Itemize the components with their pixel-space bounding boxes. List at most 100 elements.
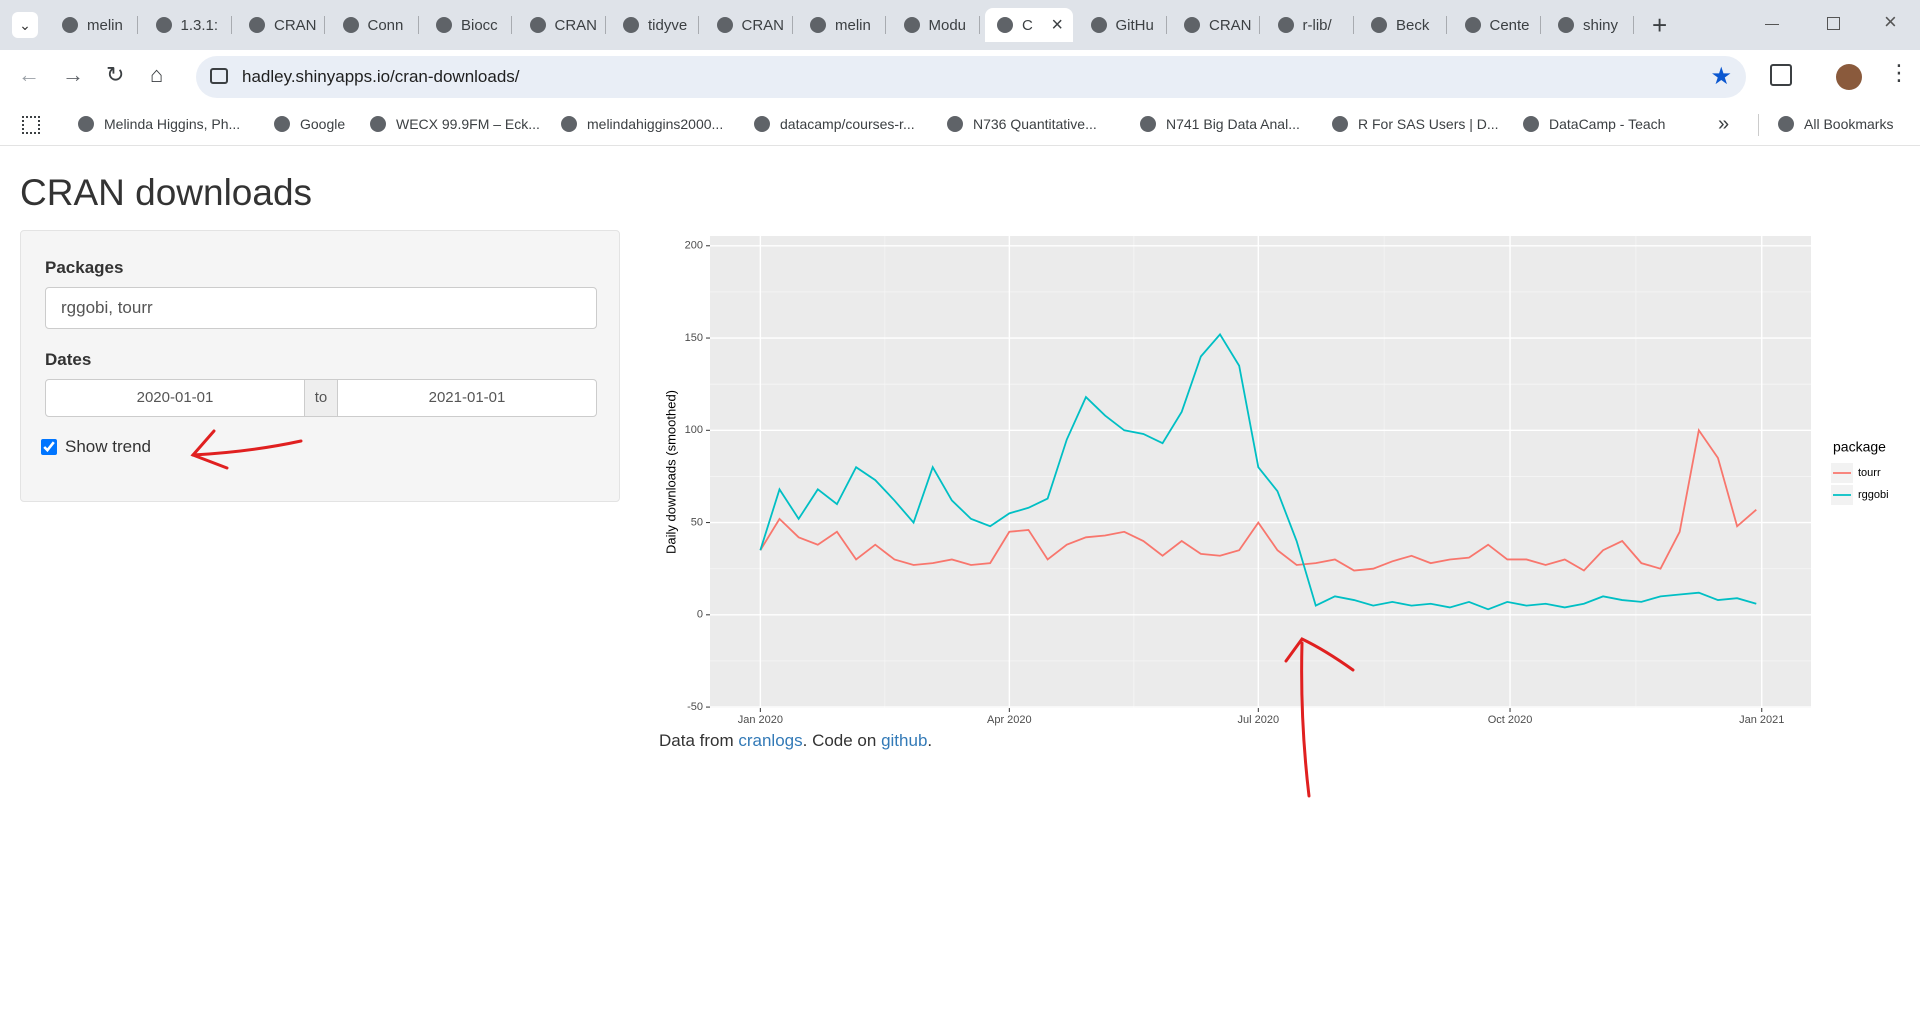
tab[interactable]: CRAN (518, 8, 606, 42)
home[interactable]: ⌂ (150, 62, 164, 87)
tab-separator (1539, 16, 1541, 34)
show-trend-checkbox[interactable] (41, 439, 57, 455)
tab[interactable]: melin (50, 8, 138, 42)
tab-title: melin (835, 16, 871, 34)
tab-title: Beck (1396, 16, 1430, 34)
favicon (716, 17, 733, 33)
bookmark[interactable]: WECX 99.9FM – Eck... (370, 116, 540, 132)
plot-panel (710, 236, 1811, 708)
favicon (997, 17, 1013, 33)
legend-label: rggobi (1858, 489, 1889, 501)
y-axis-title: Daily downloads (smoothed) (663, 390, 678, 554)
tab[interactable]: CRAN (705, 8, 793, 42)
footer-text: . Code on (802, 731, 882, 750)
favicon (1184, 17, 1200, 33)
bookmark[interactable]: Melinda Higgins, Ph... (78, 116, 240, 132)
date-start[interactable]: 2020-01-01 (45, 379, 305, 417)
legend-title: package (1833, 439, 1886, 455)
date-separator: to (304, 379, 338, 417)
tab[interactable]: Modu (892, 8, 980, 42)
tab-title: r-lib/ (1302, 16, 1332, 34)
apps[interactable] (22, 116, 40, 134)
y-tick-label: 0 (697, 609, 703, 621)
tab-title: Biocc (461, 16, 498, 34)
tab-title: CRAN (554, 16, 598, 34)
tab[interactable]: GitHu (1079, 8, 1167, 42)
tab[interactable]: r-lib/ (1266, 8, 1354, 42)
new-tab[interactable]: + (1652, 10, 1668, 40)
x-tick-label: Jan 2021 (1739, 714, 1784, 726)
back[interactable]: ← (18, 62, 40, 87)
cranlogs-link[interactable]: cranlogs (738, 731, 803, 750)
bookmark[interactable]: N741 Big Data Anal... (1140, 116, 1300, 132)
tab-separator (1446, 16, 1447, 34)
minimize[interactable] (1765, 24, 1779, 25)
bookmark[interactable]: melindahiggins2000... (561, 116, 723, 132)
site-info[interactable] (210, 68, 228, 84)
all-bookmarks[interactable]: All Bookmarks (1778, 116, 1893, 132)
bookmark[interactable]: Google (274, 116, 345, 132)
profile[interactable] (1836, 64, 1862, 90)
date-end[interactable]: 2021-01-01 (337, 379, 597, 417)
tab-title: Modu (928, 16, 967, 34)
url[interactable]: hadley.shinyapps.io/cran-downloads/ (242, 67, 520, 86)
bookmark[interactable]: datacamp/courses-r... (754, 116, 915, 132)
tab-separator (511, 16, 512, 34)
tab[interactable]: melin (798, 8, 886, 42)
extensions[interactable] (1770, 64, 1792, 86)
tab-strip: ⌄ melin 1.3.1: CRAN Conn Biocc CRAN tidyve CRAN… (0, 0, 1920, 50)
bookmark[interactable]: R For SAS Users | D... (1332, 116, 1499, 132)
github-link[interactable]: github (881, 731, 928, 750)
bookmark[interactable]: DataCamp - Teach (1523, 116, 1665, 132)
reload[interactable]: ↻ (106, 62, 125, 87)
y-tick-label: 100 (685, 424, 703, 436)
more-bookmarks[interactable]: » (1718, 113, 1730, 135)
tab[interactable]: tidyve (611, 8, 699, 42)
bookmark[interactable]: N736 Quantitative... (947, 116, 1097, 132)
divider (1758, 114, 1759, 136)
tab-separator (698, 16, 699, 34)
tab[interactable]: shiny (1546, 8, 1634, 42)
footer-text: . (927, 731, 933, 750)
x-tick-label: Oct 2020 (1488, 714, 1533, 726)
tab[interactable]: C × (985, 8, 1073, 42)
favicon (623, 17, 639, 33)
dates-label: Dates (45, 350, 92, 369)
sidebar: Packages rggobi, tourr Dates 2020-01-01 … (20, 230, 620, 502)
tab[interactable]: CRAN (237, 8, 325, 42)
omnibox[interactable]: hadley.shinyapps.io/cran-downloads/ ★ (196, 56, 1746, 98)
favicon (1371, 17, 1387, 33)
tab-search[interactable]: ⌄ (12, 12, 38, 38)
chart: Daily downloads (smoothed) package -50 0 5… (663, 236, 1889, 726)
favicon (810, 17, 826, 33)
tab-separator (230, 16, 232, 34)
favicon (1464, 17, 1481, 33)
bookmark-star[interactable]: ★ (1710, 63, 1732, 90)
forward[interactable]: → (62, 62, 84, 87)
close-window[interactable]: × (1884, 9, 1897, 34)
trend-line (759, 428, 1757, 572)
favicon (1090, 17, 1107, 33)
packages-input[interactable]: rggobi, tourr (45, 287, 597, 329)
tab-separator (1259, 16, 1260, 34)
tab-separator (417, 16, 419, 34)
tab[interactable]: Conn (331, 8, 419, 42)
legend-label: tourr (1858, 467, 1881, 479)
restore[interactable] (1827, 17, 1840, 30)
tab-separator (791, 16, 793, 34)
show-trend-label[interactable]: Show trend (65, 437, 151, 456)
y-tick-label: -50 (687, 701, 703, 713)
tab[interactable]: Cente (1453, 8, 1541, 42)
close-tab[interactable]: × (1051, 13, 1063, 36)
tab[interactable]: Biocc (424, 8, 512, 42)
tab-title: CRAN (741, 16, 785, 34)
tab[interactable]: Beck (1359, 8, 1447, 42)
tab-title: tidyve (648, 16, 688, 34)
tab-separator (1352, 16, 1354, 34)
tab[interactable]: 1.3.1: (144, 8, 232, 42)
tab[interactable]: CRAN (1172, 8, 1260, 42)
menu[interactable]: ⋮ (1888, 60, 1910, 85)
tab-title: Cente (1489, 16, 1530, 34)
tab-title: melin (87, 16, 123, 34)
